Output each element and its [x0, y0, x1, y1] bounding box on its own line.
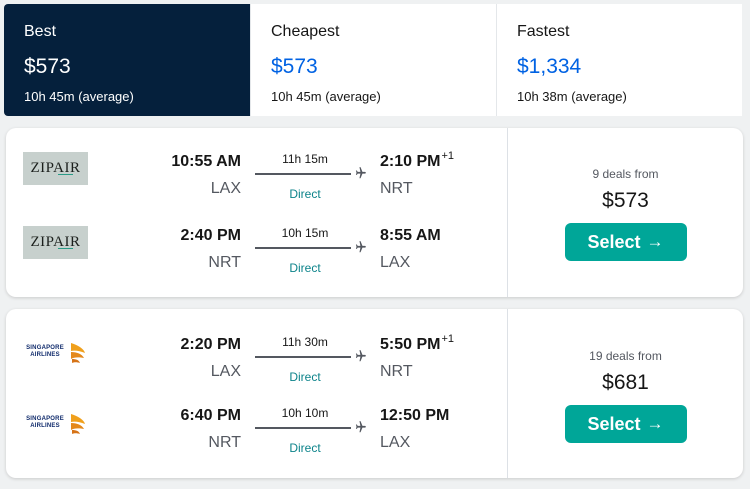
stops-label: Direct [289, 370, 321, 384]
flight-path: 10h 15m Direct [255, 226, 369, 286]
flight-path: 10h 10m Direct [255, 406, 369, 466]
route-line [255, 173, 351, 175]
tab-price: $573 [271, 55, 318, 78]
depart-time: 2:40 PM [180, 227, 241, 244]
arrive-airport: NRT [380, 363, 413, 380]
flight-leg-return: SINGAPORE AIRLINES 6:40 PM NRT 10h 10m Di… [6, 406, 507, 466]
sort-tabs: Best $573 10h 45m (average) Cheapest $57… [4, 4, 750, 116]
tab-fastest[interactable]: Fastest $1,334 10h 38m (average) [496, 4, 742, 116]
arrive-airport: LAX [380, 434, 411, 451]
depart-airport: NRT [208, 254, 241, 271]
depart-airport: NRT [208, 434, 241, 451]
stops-label: Direct [289, 261, 321, 275]
bird-icon [71, 342, 85, 363]
depart-time: 6:40 PM [180, 407, 241, 424]
arrive-time-value: 12:50 PM [380, 407, 450, 424]
zipair-logo: ZIPAIR [23, 226, 88, 259]
deals-count: 19 deals from [589, 349, 662, 363]
flight-leg-return: ZIPAIR 2:40 PM NRT 10h 15m Direct 8:55 A… [6, 226, 507, 286]
tab-best[interactable]: Best $573 10h 45m (average) [4, 4, 250, 116]
arrive-airport: NRT [380, 180, 413, 197]
arrive-time-value: 5:50 PM [380, 336, 441, 353]
airline-name: ZIPAIR [30, 234, 81, 250]
tab-label: Best [24, 23, 57, 40]
route-line [255, 247, 351, 249]
airline-name: SINGAPORE AIRLINES [26, 344, 64, 358]
singapore-airlines-logo: SINGAPORE AIRLINES [23, 406, 88, 439]
arrive-time-value: 2:10 PM [380, 153, 441, 170]
tab-label: Fastest [517, 23, 570, 40]
plane-icon [355, 350, 366, 362]
stops-label: Direct [289, 441, 321, 455]
plane-icon [355, 241, 366, 253]
itinerary: ZIPAIR 10:55 AM LAX 11h 15m Direct 2:10 … [6, 128, 507, 297]
tab-label: Cheapest [271, 23, 340, 40]
select-button[interactable]: Select → [564, 405, 687, 443]
route-line [255, 356, 351, 358]
price-panel: 19 deals from $681 Select → [507, 309, 743, 478]
price: $681 [602, 371, 649, 394]
depart-time: 10:55 AM [171, 153, 241, 170]
depart-time: 2:20 PM [180, 336, 241, 353]
result-card[interactable]: SINGAPORE AIRLINES 2:20 PM LAX 11h 30m Di… [6, 309, 743, 478]
day-offset: +1 [441, 333, 455, 345]
flight-duration: 10h 15m [281, 226, 329, 240]
route-line [255, 427, 351, 429]
tab-duration: 10h 45m (average) [24, 89, 134, 104]
select-label: Select [587, 231, 641, 252]
arrive-time-value: 8:55 AM [380, 227, 441, 244]
select-button[interactable]: Select → [564, 223, 687, 261]
plane-icon [355, 421, 366, 433]
arrive-time: 12:50 PM [380, 406, 450, 426]
flight-duration: 11h 15m [282, 152, 328, 166]
result-card[interactable]: ZIPAIR 10:55 AM LAX 11h 15m Direct 2:10 … [6, 128, 743, 297]
flight-duration: 10h 10m [281, 406, 329, 420]
itinerary: SINGAPORE AIRLINES 2:20 PM LAX 11h 30m Di… [6, 309, 507, 478]
flight-duration: 11h 30m [282, 335, 328, 349]
tab-price: $573 [24, 55, 71, 78]
flight-path: 11h 15m Direct [255, 152, 369, 212]
arrive-airport: LAX [380, 254, 411, 271]
stops-label: Direct [289, 187, 321, 201]
arrow-right-icon: → [646, 232, 664, 251]
zipair-logo: ZIPAIR [23, 152, 88, 185]
arrive-time: 2:10 PM+1 [380, 150, 455, 172]
arrive-time: 5:50 PM+1 [380, 333, 455, 355]
flight-leg-outbound: SINGAPORE AIRLINES 2:20 PM LAX 11h 30m Di… [6, 333, 507, 395]
tab-duration: 10h 45m (average) [271, 89, 381, 104]
select-label: Select [587, 413, 641, 434]
arrive-time: 8:55 AM [380, 226, 442, 246]
price: $573 [602, 189, 649, 212]
tab-price: $1,334 [517, 55, 582, 78]
depart-airport: LAX [210, 363, 241, 380]
day-offset: +1 [441, 150, 455, 162]
depart-airport: LAX [210, 180, 241, 197]
bird-icon [71, 413, 85, 434]
airline-name: SINGAPORE AIRLINES [26, 415, 64, 429]
tab-cheapest[interactable]: Cheapest $573 10h 45m (average) [250, 4, 496, 116]
tab-duration: 10h 38m (average) [517, 89, 627, 104]
flight-leg-outbound: ZIPAIR 10:55 AM LAX 11h 15m Direct 2:10 … [6, 150, 507, 212]
singapore-airlines-logo: SINGAPORE AIRLINES [23, 335, 88, 368]
flight-path: 11h 30m Direct [255, 335, 369, 395]
plane-icon [355, 167, 366, 179]
price-panel: 9 deals from $573 Select → [507, 128, 743, 297]
deals-count: 9 deals from [592, 167, 659, 181]
arrow-right-icon: → [646, 414, 664, 433]
airline-name: ZIPAIR [30, 160, 81, 176]
